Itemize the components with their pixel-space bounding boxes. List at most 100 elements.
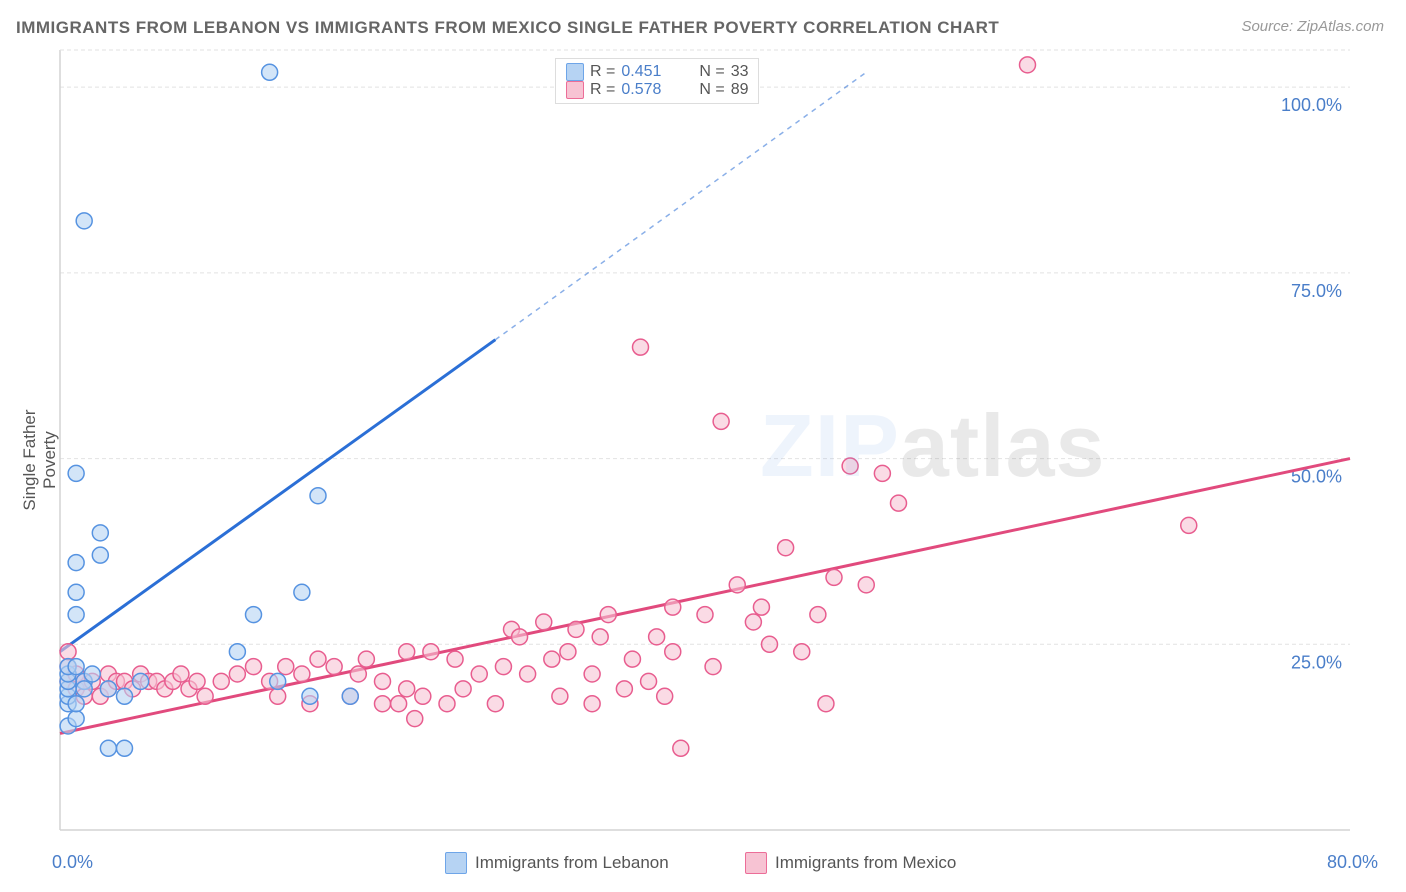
- scatter-point-mexico: [278, 659, 294, 675]
- scatter-point-mexico: [600, 607, 616, 623]
- bottom-legend-lebanon: Immigrants from Lebanon: [445, 852, 669, 874]
- scatter-point-mexico: [407, 711, 423, 727]
- legend-r-value-mexico: 0.578: [621, 81, 673, 99]
- scatter-point-mexico: [762, 636, 778, 652]
- plot-svg: 25.0%50.0%75.0%100.0%: [0, 0, 1406, 892]
- chart-container: IMMIGRANTS FROM LEBANON VS IMMIGRANTS FR…: [0, 0, 1406, 892]
- scatter-point-mexico: [560, 644, 576, 660]
- scatter-point-mexico: [512, 629, 528, 645]
- x-origin-label: 0.0%: [52, 852, 93, 873]
- legend-r-label: R =: [590, 81, 615, 99]
- legend-swatch-mexico: [566, 81, 584, 99]
- scatter-point-mexico: [810, 607, 826, 623]
- scatter-point-mexico: [874, 465, 890, 481]
- scatter-point-lebanon: [100, 740, 116, 756]
- scatter-point-mexico: [197, 688, 213, 704]
- scatter-point-lebanon: [100, 681, 116, 697]
- scatter-point-mexico: [229, 666, 245, 682]
- scatter-point-mexico: [665, 599, 681, 615]
- scatter-point-mexico: [447, 651, 463, 667]
- scatter-point-mexico: [213, 673, 229, 689]
- legend-r-label: R =: [590, 63, 615, 81]
- scatter-point-lebanon: [310, 488, 326, 504]
- scatter-point-mexico: [495, 659, 511, 675]
- scatter-point-mexico: [246, 659, 262, 675]
- scatter-point-lebanon: [294, 584, 310, 600]
- scatter-point-mexico: [729, 577, 745, 593]
- scatter-point-mexico: [794, 644, 810, 660]
- scatter-point-lebanon: [68, 711, 84, 727]
- legend-swatch-lebanon: [566, 63, 584, 81]
- scatter-point-mexico: [189, 673, 205, 689]
- scatter-point-mexico: [568, 621, 584, 637]
- scatter-point-mexico: [826, 569, 842, 585]
- scatter-point-lebanon: [262, 64, 278, 80]
- legend-n-value-lebanon: 33: [731, 63, 749, 81]
- scatter-point-lebanon: [68, 659, 84, 675]
- scatter-point-mexico: [326, 659, 342, 675]
- scatter-point-mexico: [520, 666, 536, 682]
- scatter-point-lebanon: [76, 681, 92, 697]
- scatter-point-mexico: [60, 644, 76, 660]
- scatter-point-mexico: [375, 696, 391, 712]
- legend-n-label: N =: [699, 81, 724, 99]
- scatter-point-mexico: [487, 696, 503, 712]
- scatter-point-lebanon: [302, 688, 318, 704]
- scatter-point-mexico: [673, 740, 689, 756]
- scatter-point-mexico: [552, 688, 568, 704]
- scatter-point-mexico: [592, 629, 608, 645]
- scatter-point-mexico: [641, 673, 657, 689]
- y-tick-label: 25.0%: [1291, 652, 1342, 672]
- scatter-point-mexico: [745, 614, 761, 630]
- scatter-point-mexico: [544, 651, 560, 667]
- legend-row-mexico: R = 0.578 N = 89: [566, 81, 748, 99]
- scatter-point-lebanon: [92, 525, 108, 541]
- scatter-point-mexico: [391, 696, 407, 712]
- scatter-point-lebanon: [68, 696, 84, 712]
- bottom-swatch-lebanon: [445, 852, 467, 874]
- scatter-point-lebanon: [117, 740, 133, 756]
- scatter-point-mexico: [665, 644, 681, 660]
- scatter-point-mexico: [778, 540, 794, 556]
- scatter-point-lebanon: [133, 673, 149, 689]
- legend-r-value-lebanon: 0.451: [621, 63, 673, 81]
- bottom-swatch-mexico: [745, 852, 767, 874]
- scatter-point-mexico: [415, 688, 431, 704]
- y-tick-label: 75.0%: [1291, 281, 1342, 301]
- scatter-point-mexico: [358, 651, 374, 667]
- scatter-point-mexico: [697, 607, 713, 623]
- legend-correlation-box: R = 0.451 N = 33 R = 0.578 N = 89: [555, 58, 759, 104]
- scatter-point-mexico: [310, 651, 326, 667]
- scatter-point-mexico: [649, 629, 665, 645]
- scatter-point-mexico: [455, 681, 471, 697]
- scatter-point-mexico: [713, 413, 729, 429]
- bottom-legend-mexico: Immigrants from Mexico: [745, 852, 956, 874]
- scatter-point-mexico: [633, 339, 649, 355]
- legend-row-lebanon: R = 0.451 N = 33: [566, 63, 748, 81]
- scatter-point-lebanon: [68, 555, 84, 571]
- scatter-point-lebanon: [84, 666, 100, 682]
- scatter-point-mexico: [584, 696, 600, 712]
- scatter-point-lebanon: [342, 688, 358, 704]
- bottom-label-lebanon: Immigrants from Lebanon: [475, 853, 669, 873]
- scatter-point-mexico: [375, 673, 391, 689]
- scatter-point-mexico: [753, 599, 769, 615]
- scatter-point-lebanon: [68, 465, 84, 481]
- scatter-point-mexico: [439, 696, 455, 712]
- scatter-point-mexico: [399, 681, 415, 697]
- scatter-point-lebanon: [76, 213, 92, 229]
- legend-n-value-mexico: 89: [731, 81, 749, 99]
- scatter-point-lebanon: [68, 584, 84, 600]
- scatter-point-mexico: [624, 651, 640, 667]
- scatter-point-mexico: [173, 666, 189, 682]
- scatter-point-mexico: [616, 681, 632, 697]
- scatter-point-mexico: [350, 666, 366, 682]
- x-max-label: 80.0%: [1327, 852, 1378, 873]
- scatter-point-lebanon: [68, 607, 84, 623]
- scatter-point-lebanon: [229, 644, 245, 660]
- bottom-label-mexico: Immigrants from Mexico: [775, 853, 956, 873]
- scatter-point-mexico: [1181, 517, 1197, 533]
- scatter-point-mexico: [423, 644, 439, 660]
- scatter-point-mexico: [858, 577, 874, 593]
- scatter-point-lebanon: [246, 607, 262, 623]
